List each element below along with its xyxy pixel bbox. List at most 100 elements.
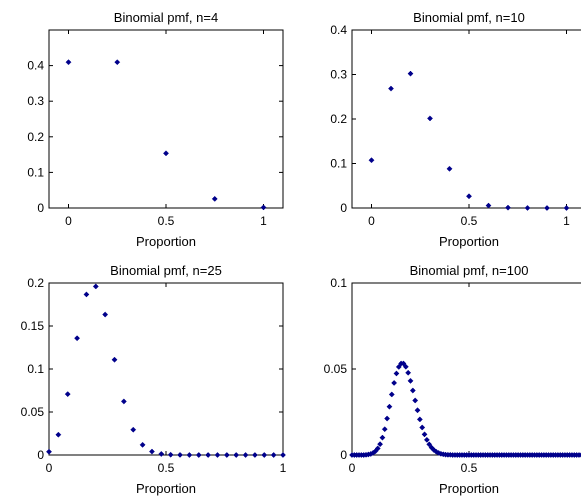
data-point (242, 452, 249, 458)
chart-panel: Binomial pmf, n=10 Proportion 0 0.5 1 0 0.1 0.2… (330, 10, 581, 249)
data-point (74, 335, 81, 342)
data-point (414, 407, 421, 414)
data-point (233, 452, 240, 458)
data-point (419, 424, 426, 431)
y-tick-label: 0.3 (27, 94, 44, 108)
data-point (421, 431, 428, 438)
data-point (130, 426, 137, 433)
y-tick-label: 0 (37, 201, 44, 215)
data-point (466, 193, 472, 200)
data-point (427, 115, 433, 122)
data-point (416, 416, 423, 423)
data-point (402, 363, 409, 370)
data-point (412, 397, 419, 404)
data-point (426, 441, 433, 448)
y-tick-label: 0.4 (27, 59, 44, 73)
x-tick-label: 0 (46, 461, 53, 475)
data-point (214, 452, 221, 458)
data-point (120, 398, 127, 405)
y-tick-label: 0 (340, 448, 347, 462)
y-tick-label: 0.1 (27, 362, 44, 376)
data-point (114, 59, 121, 66)
data-point (377, 441, 384, 448)
data-point (430, 447, 437, 453)
data-point (83, 291, 90, 298)
data-point (578, 452, 581, 458)
data-point (381, 426, 388, 433)
data-point (186, 452, 193, 458)
chart-panel: Binomial pmf, n=4 Proportion 0 0.5 1 0 0.1 0.2 0… (27, 10, 284, 249)
x-tick-label: 1 (260, 214, 267, 228)
data-point (405, 369, 412, 376)
y-tick-label: 0 (37, 448, 44, 462)
plot-frame (351, 282, 581, 456)
y-tick-label: 0.1 (27, 165, 44, 179)
data-point (395, 363, 402, 370)
x-tick-label: 0 (368, 214, 375, 228)
chart-title: Binomial pmf, n=4 (114, 10, 218, 25)
data-point (102, 311, 109, 318)
data-point (485, 202, 492, 209)
data-point (223, 452, 230, 458)
data-point (139, 441, 146, 448)
x-tick-label: 0.5 (461, 461, 478, 475)
x-tick-label: 0 (349, 461, 356, 475)
y-tick-label: 0.2 (330, 112, 347, 126)
data-point (260, 204, 267, 211)
data-point (384, 415, 391, 422)
data-point (379, 434, 386, 441)
data-point (251, 452, 258, 458)
x-axis-label: Proportion (439, 234, 499, 249)
plot-frame (351, 29, 581, 209)
x-axis-label: Proportion (136, 481, 196, 496)
data-point (211, 195, 218, 202)
y-tick-label: 0.05 (324, 362, 348, 376)
data-point (563, 205, 570, 211)
chart-title: Binomial pmf, n=10 (413, 10, 525, 25)
data-point (386, 403, 393, 410)
data-point (407, 70, 414, 77)
data-point (149, 448, 155, 455)
data-point (368, 157, 375, 164)
data-point (167, 451, 174, 458)
chart-title: Binomial pmf, n=100 (410, 263, 529, 278)
y-tick-label: 0.1 (330, 157, 347, 171)
chart-panel: Binomial pmf, n=25 Proportion 0 0.5 1 0 0.05 0.… (21, 263, 287, 496)
data-point (163, 150, 169, 157)
y-tick-label: 0.1 (330, 276, 347, 290)
data-point (505, 204, 511, 211)
y-tick-label: 0.3 (330, 68, 347, 82)
data-point (65, 59, 72, 66)
chart-title: Binomial pmf, n=25 (110, 263, 222, 278)
plot-frame (48, 282, 284, 456)
data-point (391, 379, 398, 386)
chart-panel: Binomial pmf, n=100 Proportion 0 0.5 0 0.05 0.… (324, 263, 581, 496)
x-tick-label: 0.5 (158, 461, 175, 475)
y-tick-label: 0.15 (21, 319, 45, 333)
data-point (46, 448, 52, 455)
data-point (195, 452, 202, 458)
data-point (423, 436, 430, 443)
data-point (400, 360, 407, 367)
data-point (55, 431, 62, 438)
x-tick-label: 0.5 (461, 214, 478, 228)
x-tick-label: 0.5 (158, 214, 175, 228)
data-point (111, 356, 118, 363)
plot-frame (48, 29, 284, 209)
data-point (280, 452, 286, 458)
data-point (374, 445, 381, 452)
data-point (261, 452, 268, 458)
y-tick-label: 0.4 (330, 23, 347, 37)
y-tick-label: 0.2 (27, 130, 44, 144)
data-point (544, 205, 550, 211)
data-point (446, 165, 453, 172)
data-point (409, 387, 416, 394)
data-point (393, 370, 400, 377)
data-point (92, 283, 99, 290)
data-point (270, 452, 277, 458)
data-point (177, 451, 183, 458)
y-tick-label: 0.05 (21, 405, 45, 419)
data-point (205, 452, 212, 458)
y-tick-label: 0.2 (27, 276, 44, 290)
